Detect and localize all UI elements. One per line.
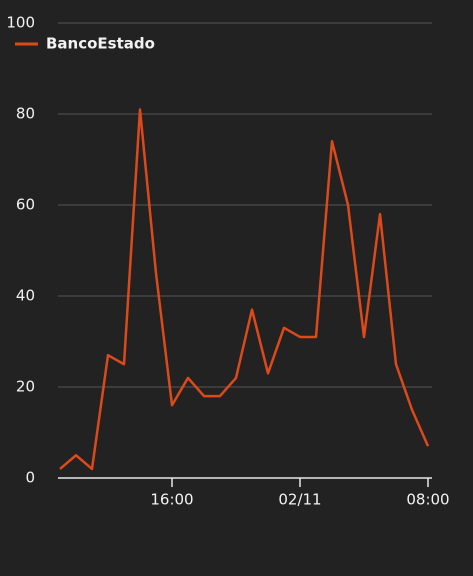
y-tick-label: 40 (16, 287, 35, 305)
y-tick-label: 80 (16, 105, 35, 123)
x-tick-label: 08:00 (406, 491, 449, 509)
x-tick-label: 16:00 (150, 491, 193, 509)
legend-label: BancoEstado (46, 35, 155, 53)
y-tick-label: 20 (16, 378, 35, 396)
y-tick-label: 0 (25, 469, 35, 487)
x-tick-label: 02/11 (278, 491, 321, 509)
y-tick-label: 100 (6, 14, 35, 32)
y-tick-label: 60 (16, 196, 35, 214)
data-line (59, 108, 430, 471)
